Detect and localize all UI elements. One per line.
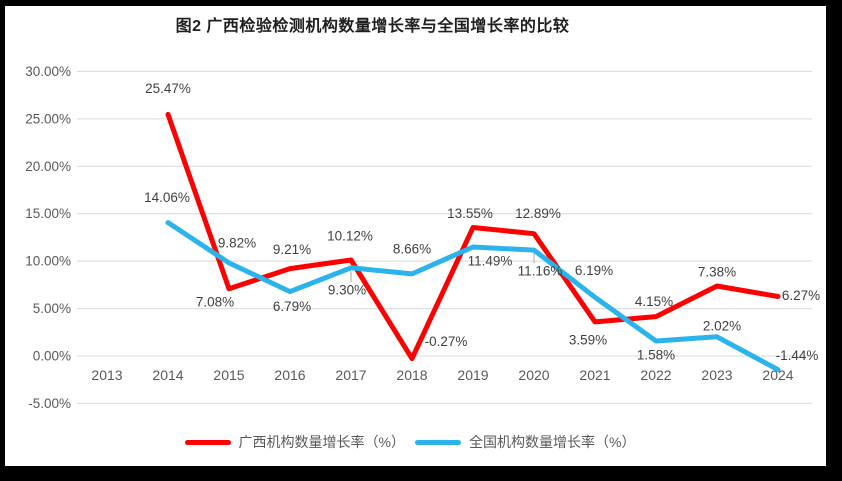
y-tick-label: 20.00% [25, 159, 71, 174]
x-tick-label: 2022 [640, 367, 671, 383]
y-tick-label: 10.00% [25, 254, 71, 269]
x-tick-label: 2020 [518, 367, 549, 383]
x-tick-label: 2013 [91, 367, 122, 383]
x-tick-label: 2019 [457, 367, 488, 383]
data-label-guangxi-2017: 10.12% [327, 229, 373, 244]
data-label-guangxi-2019: 13.55% [447, 206, 493, 221]
legend: 广西机构数量增长率（%） 全国机构数量增长率（%） [5, 432, 815, 452]
chart-page: 图2 广西检验检测机构数量增长率与全国增长率的比较 30.00% 25.00% 20… [5, 6, 826, 466]
data-label-guangxi-2014: 25.47% [145, 81, 191, 96]
data-label-national-2016: 6.79% [273, 299, 311, 314]
data-label-guangxi-2022: 4.15% [635, 294, 673, 309]
x-tick-label: 2021 [579, 367, 610, 383]
data-label-national-2015: 9.82% [218, 235, 256, 250]
data-label-national-2020: 11.16% [518, 264, 563, 279]
data-label-guangxi-2024: 6.27% [782, 288, 820, 303]
legend-label-national: 全国机构数量增长率（%） [469, 434, 636, 450]
legend-item-national: 全国机构数量增长率（%） [415, 432, 635, 452]
chart-canvas: 30.00% 25.00% 20.00% 15.00% 10.00% 5.00% 0.00%… [25, 64, 820, 411]
x-tick-label: 2016 [274, 367, 305, 383]
legend-swatch-national-line [415, 439, 461, 445]
legend-item-guangxi: 广西机构数量增长率（%） [184, 432, 405, 452]
data-label-guangxi-2023: 7.38% [698, 265, 736, 280]
data-label-guangxi-2020: 12.89% [515, 206, 561, 221]
data-label-national-2021: 6.19% [575, 263, 613, 278]
legend-swatch-guangxi-line [184, 439, 231, 445]
data-label-national-2014: 14.06% [144, 190, 190, 205]
data-label-guangxi-2018: -0.27% [425, 334, 468, 349]
data-label-national-2019: 11.49% [468, 254, 513, 269]
series-line-national [165, 220, 781, 373]
data-label-national-2018: 8.66% [393, 241, 431, 256]
x-tick-label: 2017 [335, 367, 366, 383]
y-tick-label: 30.00% [25, 64, 71, 79]
x-tick-label: 2018 [396, 367, 427, 383]
x-tick-label: 2014 [152, 367, 183, 383]
chart-title: 图2 广西检验检测机构数量增长率与全国增长率的比较 [175, 18, 570, 35]
y-tick-label: 15.00% [25, 206, 71, 221]
data-label-national-2017: 9.30% [328, 282, 366, 297]
data-label-national-2024: -1.44% [776, 348, 819, 363]
x-tick-label: 2023 [701, 367, 732, 383]
data-label-guangxi-2015: 7.08% [196, 294, 234, 309]
x-tick-label: 2024 [762, 367, 793, 383]
y-tick-label: 0.00% [33, 349, 71, 364]
y-tick-label: 25.00% [25, 111, 71, 126]
series-line-guangxi [165, 111, 781, 362]
y-tick-label: -5.00% [28, 396, 71, 411]
data-label-guangxi-2016: 9.21% [273, 242, 311, 257]
x-tick-label: 2015 [213, 367, 244, 383]
legend-label-guangxi: 广西机构数量增长率（%） [238, 434, 405, 450]
data-label-guangxi-2021: 3.59% [569, 332, 607, 347]
y-tick-label: 5.00% [33, 301, 71, 316]
data-label-national-2023: 2.02% [703, 318, 741, 333]
data-label-national-2022: 1.58% [637, 348, 675, 363]
